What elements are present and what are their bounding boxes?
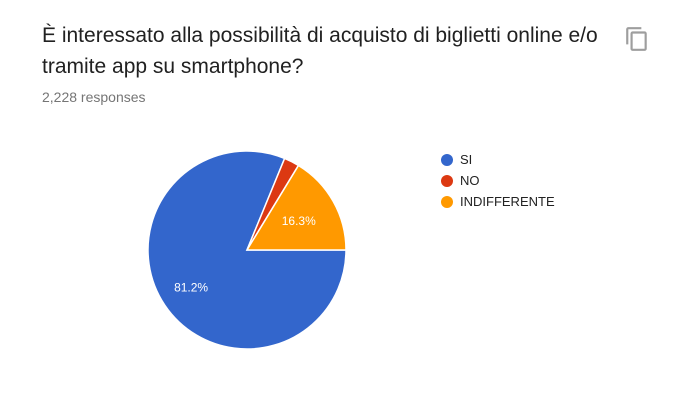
legend-item-no[interactable]: NO — [441, 170, 555, 191]
legend-swatch — [441, 195, 453, 208]
copy-icon — [626, 27, 647, 51]
legend-swatch — [441, 174, 453, 187]
pie-slice-indifferente[interactable] — [245, 164, 347, 251]
data-label-indifferente: 16.3% — [282, 214, 316, 228]
question-title: È interessato alla possibilità di acquis… — [42, 24, 598, 78]
legend-label: NO — [460, 173, 480, 188]
legend-item-indifferente[interactable]: INDIFFERENTE — [441, 191, 555, 212]
copy-chart-button[interactable] — [624, 26, 650, 52]
legend-label: INDIFFERENTE — [460, 194, 555, 209]
legend-item-si[interactable]: SI — [441, 149, 555, 170]
legend-label: SI — [460, 152, 473, 167]
response-count: 2,228 responses — [42, 89, 146, 105]
chart-legend: SI NO INDIFFERENTE — [441, 149, 555, 212]
data-label-si: 81.2% — [174, 280, 208, 294]
legend-swatch — [441, 153, 453, 166]
